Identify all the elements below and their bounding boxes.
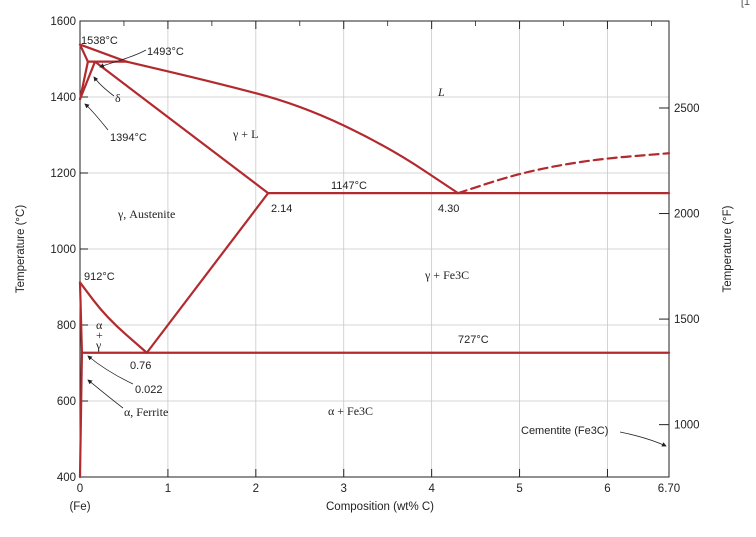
leader-1493 [99,49,147,68]
label-1394c: 1394°C [110,132,147,144]
x-axis-title: Composition (wt% C) [326,501,434,513]
label-gamma-plus-fe3c: γ + Fe3C [424,268,469,282]
x-tick-label: 6 [604,483,610,495]
y-right-tick-label: 1000 [674,420,700,432]
x-tick-label: 1 [165,483,171,495]
phase-boundary-5 [93,60,270,195]
label-delta: δ [115,91,121,105]
annotation-leaders [84,49,667,447]
x-tick-label: 2 [253,483,259,495]
y-tick-label: 400 [57,472,76,484]
label-cementite: Cementite (Fe3C) [521,425,608,437]
y-right-tick-label: 1500 [674,314,700,326]
phase-boundary-10 [78,281,148,354]
leader-delta [93,76,115,97]
phase-boundary-11 [78,281,84,354]
y-axis-title-left: Temperature (°C) [15,205,27,293]
label-austenite: γ, Austenite [117,207,175,221]
label-plus: + [96,328,103,342]
phase-boundary-7 [456,152,671,195]
y-right-tick-label: 2500 [674,103,700,115]
corner-mark: [1 [740,0,750,8]
label-0-76: 0.76 [130,360,151,372]
leader-0022 [87,355,134,385]
label-alpha: α [96,318,103,332]
label-liquid: L [437,85,445,99]
y-tick-label: 800 [57,320,76,332]
phase-boundary-4 [78,60,97,101]
label-ferrite: α, Ferrite [124,405,168,419]
y-tick-label: 1000 [50,244,76,256]
x-tick-label: 6.70 [658,483,680,495]
leader-1394 [84,103,109,131]
leader-cementite [619,431,667,447]
phase-boundary-9 [145,192,270,354]
phase-boundary-0 [78,43,128,63]
label-2-14: 2.14 [271,203,292,215]
label-912c: 912°C [84,271,115,283]
x-tick-label: 4 [428,483,435,495]
y-tick-label: 1200 [50,168,76,180]
label-0-022: 0.022 [135,384,163,396]
phase-boundaries [78,43,671,479]
phase-boundary-1 [78,43,90,63]
label-gamma: γ [95,338,102,352]
x-tick-label: 3 [341,483,347,495]
x-sub-label: (Fe) [69,501,90,513]
axis-ticks: 0 1 2 3 4 5 6 6.70 400 600 800 1000 1200 1400 1600 1000… [50,16,699,495]
y-tick-label: 600 [57,396,76,408]
label-gamma-plus-l: γ + L [232,127,258,141]
y-tick-label: 1600 [50,16,76,28]
label-1538c: 1538°C [81,35,118,47]
label-727c: 727°C [458,334,489,346]
label-1147c: 1147°C [331,180,367,192]
leader-ferrite [87,379,124,409]
label-alpha-plus-fe3c: α + Fe3C [328,404,373,418]
label-1493c: 1493°C [147,46,184,58]
y-axis-title-right: Temperature (°F) [722,205,734,292]
label-4-30: 4.30 [438,203,459,215]
x-tick-label: 0 [77,483,83,495]
grid-lines [80,21,669,477]
y-tick-label: 1400 [50,92,76,104]
phase-boundary-13 [78,351,84,479]
x-tick-label: 5 [516,483,522,495]
y-right-tick-label: 2000 [674,209,700,221]
phase-boundary-6 [125,60,460,195]
